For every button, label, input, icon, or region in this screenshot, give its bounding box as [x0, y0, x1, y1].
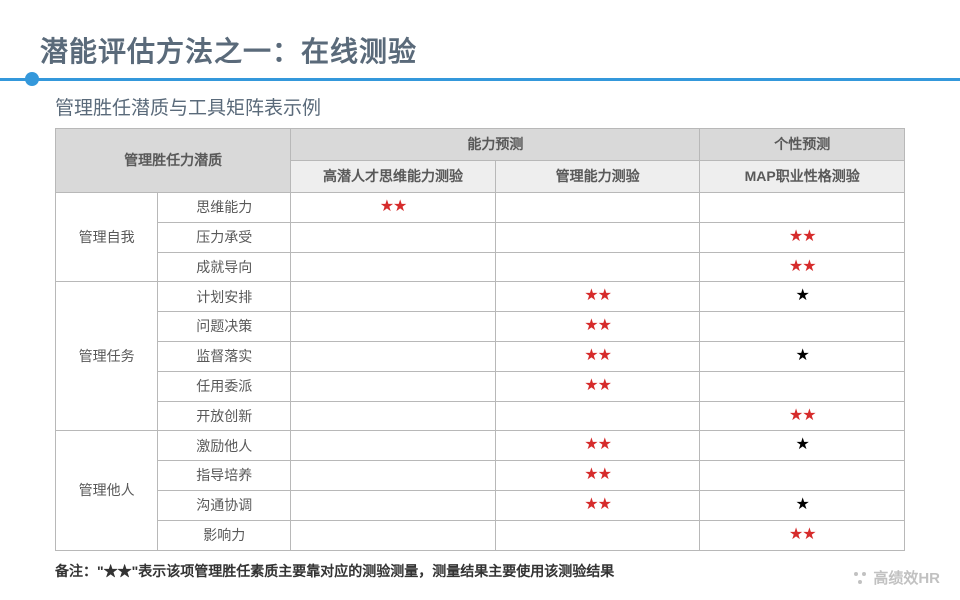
cell-test2 [495, 252, 700, 282]
double-star-red-icon: ★★ [584, 287, 611, 304]
cell-test2: ★★ [495, 371, 700, 401]
competency-label: 指导培养 [158, 461, 291, 491]
cell-test3 [700, 193, 905, 223]
cell-test1 [291, 401, 496, 431]
competency-label: 开放创新 [158, 401, 291, 431]
footnote: 备注："★★"表示该项管理胜任素质主要靠对应的测验测量，测量结果主要使用该测验结… [55, 561, 905, 581]
cell-test3: ★ [700, 282, 905, 312]
cell-test3: ★★ [700, 401, 905, 431]
group-cell: 管理任务 [56, 282, 158, 431]
cell-test1 [291, 312, 496, 342]
cell-test2: ★★ [495, 461, 700, 491]
table-row: 问题决策 ★★ [56, 312, 905, 342]
table-row: 管理任务计划安排★★★ [56, 282, 905, 312]
double-star-red-icon: ★★ [584, 466, 611, 483]
cell-test3 [700, 461, 905, 491]
header-personality: 个性预测 [700, 129, 905, 161]
cell-test1 [291, 371, 496, 401]
table-body: 管理自我思维能力★★压力承受★★成就导向★★管理任务计划安排★★★问题决策★★监… [56, 193, 905, 551]
double-star-red-icon: ★★ [789, 407, 816, 424]
competency-label: 成就导向 [158, 252, 291, 282]
group-cell: 管理他人 [56, 431, 158, 550]
competency-matrix-table: 管理胜任力潜质 能力预测 个性预测 高潜人才思维能力测验 管理能力测验 MAP职… [55, 128, 905, 551]
header-ability: 能力预测 [291, 129, 700, 161]
cell-test3: ★ [700, 431, 905, 461]
cell-test1: ★★ [291, 193, 496, 223]
cell-test3 [700, 371, 905, 401]
cell-test2: ★★ [495, 282, 700, 312]
cell-test2: ★★ [495, 431, 700, 461]
table-row: 开放创新 ★★ [56, 401, 905, 431]
table-row: 压力承受 ★★ [56, 222, 905, 252]
cell-test2: ★★ [495, 490, 700, 520]
double-star-red-icon: ★★ [584, 347, 611, 364]
cell-test1 [291, 252, 496, 282]
cell-test3 [700, 312, 905, 342]
double-star-red-icon: ★★ [584, 436, 611, 453]
cell-test3: ★★ [700, 252, 905, 282]
cell-test1 [291, 461, 496, 491]
watermark-text: 高绩效HR [873, 567, 940, 588]
double-star-red-icon: ★★ [789, 526, 816, 543]
table-row: 任用委派 ★★ [56, 371, 905, 401]
double-star-red-icon: ★★ [789, 258, 816, 275]
table-row: 沟通协调★★★ [56, 490, 905, 520]
cell-test1 [291, 431, 496, 461]
header-test2: 管理能力测验 [495, 161, 700, 193]
cell-test2 [495, 193, 700, 223]
table-row: 管理他人激励他人★★★ [56, 431, 905, 461]
competency-label: 压力承受 [158, 222, 291, 252]
cell-test3: ★★ [700, 520, 905, 550]
watermark-icon [851, 569, 869, 587]
competency-label: 激励他人 [158, 431, 291, 461]
competency-label: 沟通协调 [158, 490, 291, 520]
competency-label: 监督落实 [158, 341, 291, 371]
cell-test3: ★★ [700, 222, 905, 252]
subtitle: 管理胜任潜质与工具矩阵表示例 [0, 81, 960, 128]
cell-test2: ★★ [495, 312, 700, 342]
cell-test3: ★ [700, 341, 905, 371]
header-corner: 管理胜任力潜质 [56, 129, 291, 193]
single-star-black-icon: ★ [796, 287, 809, 304]
table-header: 管理胜任力潜质 能力预测 个性预测 高潜人才思维能力测验 管理能力测验 MAP职… [56, 129, 905, 193]
group-cell: 管理自我 [56, 193, 158, 282]
cell-test2 [495, 520, 700, 550]
page-title: 潜能评估方法之一：在线测验 [40, 30, 920, 70]
cell-test1 [291, 222, 496, 252]
cell-test1 [291, 520, 496, 550]
watermark: 高绩效HR [851, 567, 940, 588]
double-star-red-icon: ★★ [584, 377, 611, 394]
cell-test2: ★★ [495, 341, 700, 371]
table-row: 成就导向 ★★ [56, 252, 905, 282]
competency-label: 思维能力 [158, 193, 291, 223]
single-star-black-icon: ★ [796, 347, 809, 364]
double-star-red-icon: ★★ [584, 496, 611, 513]
header-test3: MAP职业性格测验 [700, 161, 905, 193]
competency-label: 影响力 [158, 520, 291, 550]
cell-test2 [495, 222, 700, 252]
single-star-black-icon: ★ [796, 436, 809, 453]
table-row: 管理自我思维能力★★ [56, 193, 905, 223]
competency-label: 任用委派 [158, 371, 291, 401]
double-star-red-icon: ★★ [380, 198, 407, 215]
competency-label: 计划安排 [158, 282, 291, 312]
cell-test1 [291, 490, 496, 520]
cell-test1 [291, 282, 496, 312]
cell-test3: ★ [700, 490, 905, 520]
double-star-red-icon: ★★ [584, 317, 611, 334]
table-row: 指导培养 ★★ [56, 461, 905, 491]
table-row: 影响力 ★★ [56, 520, 905, 550]
competency-label: 问题决策 [158, 312, 291, 342]
double-star-red-icon: ★★ [789, 228, 816, 245]
header-test1: 高潜人才思维能力测验 [291, 161, 496, 193]
single-star-black-icon: ★ [796, 496, 809, 513]
table-row: 监督落实★★★ [56, 341, 905, 371]
cell-test1 [291, 341, 496, 371]
cell-test2 [495, 401, 700, 431]
title-bar: 潜能评估方法之一：在线测验 [0, 0, 960, 81]
